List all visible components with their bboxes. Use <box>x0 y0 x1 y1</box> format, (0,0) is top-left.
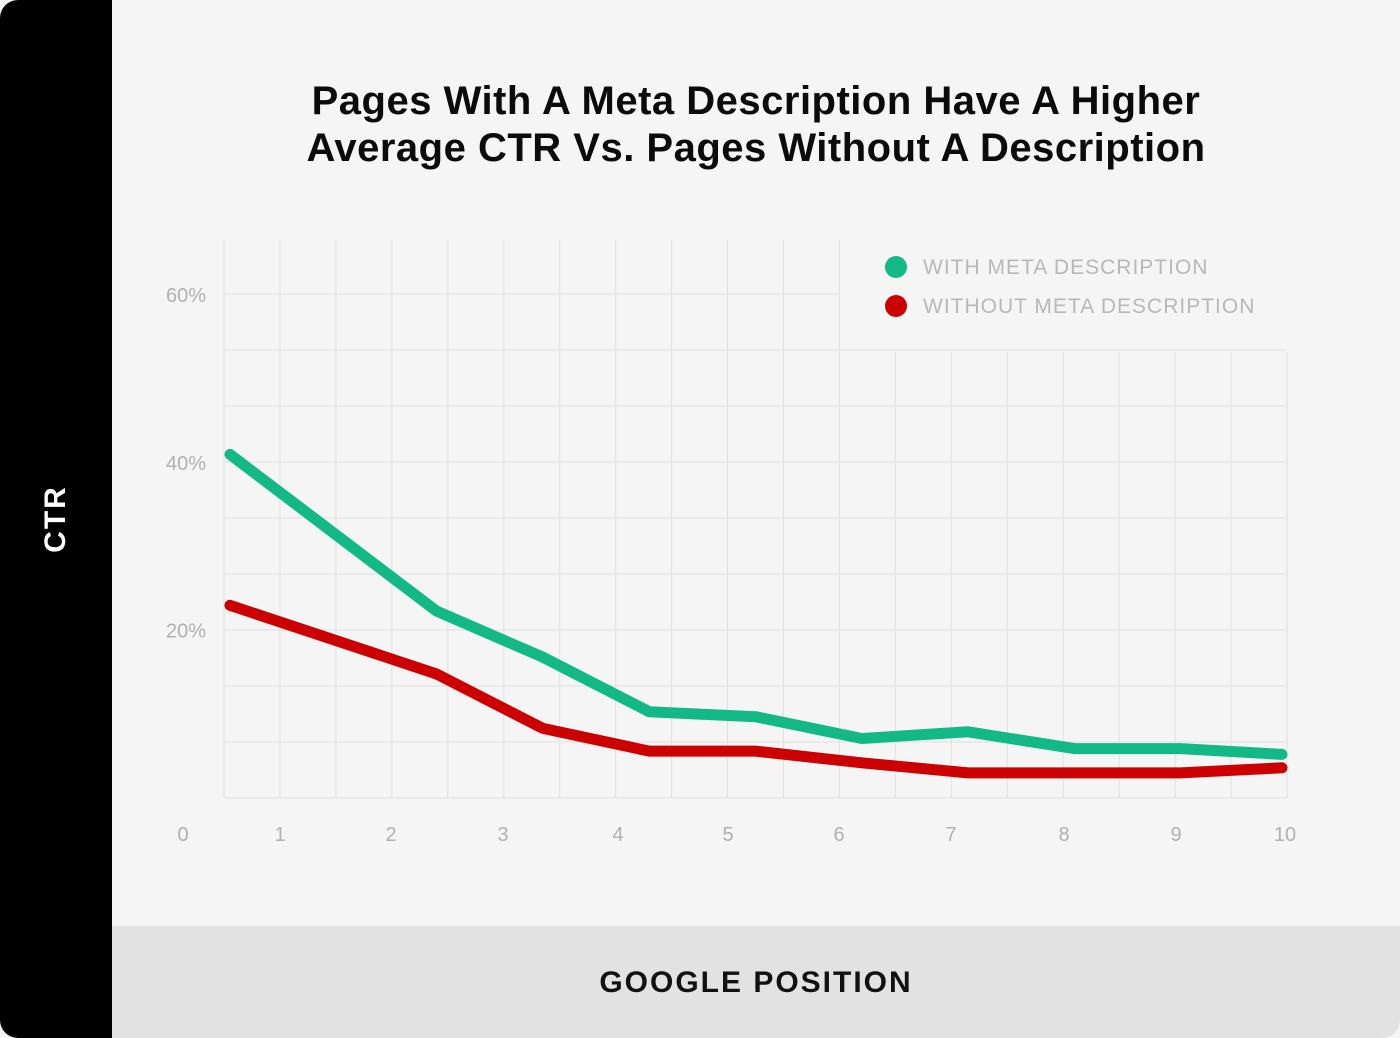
chart-title-line-1: Pages With A Meta Description Have A Hig… <box>311 79 1201 123</box>
x-tick-label: 1 <box>274 824 285 846</box>
x-tick-label: 0 <box>177 824 188 846</box>
y-axis-band: CTR <box>0 0 112 1038</box>
y-tick-label: 40% <box>166 453 206 475</box>
x-tick-label: 2 <box>385 824 396 846</box>
x-axis-label: GOOGLE POSITION <box>599 966 913 999</box>
y-tick-label: 60% <box>166 285 206 307</box>
x-tick-label: 6 <box>833 824 844 846</box>
x-tick-label: 4 <box>612 824 623 846</box>
series-line-2 <box>224 599 1288 779</box>
x-tick-label: 10 <box>1274 824 1296 846</box>
x-tick-label: 9 <box>1170 824 1181 846</box>
legend-marker-1 <box>885 256 907 278</box>
x-tick-label: 5 <box>722 824 733 846</box>
x-axis-band: GOOGLE POSITION <box>112 926 1400 1038</box>
legend-marker-2 <box>885 295 907 317</box>
chart-title-line-2: Average CTR Vs. Pages Without A Descript… <box>306 126 1206 170</box>
chart-title: Pages With A Meta Description Have A Hig… <box>112 78 1400 172</box>
x-tick-label: 8 <box>1058 824 1069 846</box>
series-line-1 <box>224 448 1288 760</box>
x-tick-label: 7 <box>945 824 956 846</box>
legend-label-1: WITH META DESCRIPTION <box>923 256 1208 279</box>
legend-label-2: WITHOUT META DESCRIPTION <box>923 295 1255 318</box>
x-tick-label: 3 <box>497 824 508 846</box>
y-tick-label: 20% <box>166 620 206 642</box>
plot-area: 20% 40% 60% 0 1 2 3 4 5 6 7 8 9 10 WITH META DESCRIPTI… <box>166 240 1296 846</box>
